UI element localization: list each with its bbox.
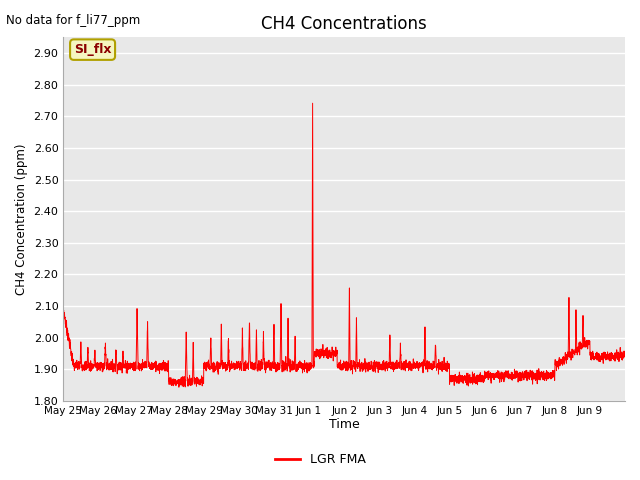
X-axis label: Time: Time: [329, 419, 360, 432]
Text: SI_flx: SI_flx: [74, 43, 111, 56]
Legend: LGR FMA: LGR FMA: [269, 448, 371, 471]
Title: CH4 Concentrations: CH4 Concentrations: [261, 15, 427, 33]
Y-axis label: CH4 Concentration (ppm): CH4 Concentration (ppm): [15, 144, 28, 295]
Text: No data for f_li77_ppm: No data for f_li77_ppm: [6, 14, 141, 27]
